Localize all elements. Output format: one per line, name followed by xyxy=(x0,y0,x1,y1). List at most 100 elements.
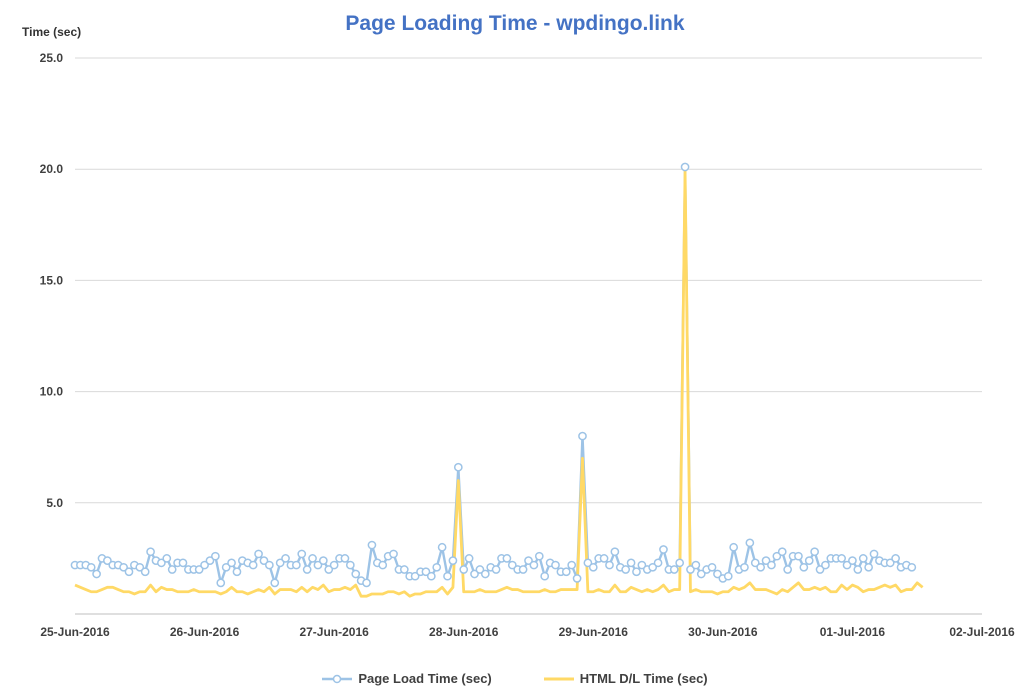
data-point-page-load xyxy=(583,558,593,568)
gridlines xyxy=(75,57,982,615)
data-point-page-load xyxy=(680,162,690,172)
data-point-page-load xyxy=(599,554,609,563)
data-point-page-load xyxy=(211,551,220,561)
data-point-page-load xyxy=(885,558,895,568)
x-tick-label: 26-Jun-2016 xyxy=(170,625,240,639)
data-point-page-load xyxy=(588,562,598,572)
data-point-page-load xyxy=(270,578,280,588)
data-point-page-load xyxy=(453,462,463,472)
data-point-page-load xyxy=(470,569,479,579)
data-point-page-load xyxy=(324,565,334,574)
data-point-page-load xyxy=(194,565,204,574)
legend-swatch-page-load xyxy=(322,674,353,683)
data-point-page-load xyxy=(610,547,620,557)
data-point-page-load xyxy=(567,560,577,570)
data-point-page-load xyxy=(869,549,879,559)
data-point-page-load xyxy=(86,562,96,572)
data-point-page-load xyxy=(756,562,765,572)
data-point-page-load xyxy=(340,554,350,563)
data-point-page-load xyxy=(804,556,814,565)
data-point-page-load xyxy=(659,545,668,554)
data-point-page-load xyxy=(313,560,323,570)
data-point-page-load xyxy=(103,556,112,565)
x-tick-label: 29-Jun-2016 xyxy=(559,625,629,639)
data-point-page-load xyxy=(232,567,242,577)
data-point-page-load xyxy=(853,565,863,574)
data-point-page-load xyxy=(507,560,517,570)
data-point-page-load xyxy=(318,556,328,565)
series-line-page-load xyxy=(75,165,913,585)
data-point-page-load xyxy=(821,560,830,570)
data-point-page-load xyxy=(686,565,695,574)
data-point-page-load xyxy=(205,556,215,565)
data-point-page-load xyxy=(308,554,317,563)
data-point-page-load xyxy=(135,562,145,572)
data-point-page-load xyxy=(626,558,636,568)
data-point-page-load xyxy=(292,560,301,570)
y-tick-label: 20.0 xyxy=(40,162,64,176)
data-point-page-load xyxy=(426,571,436,581)
data-point-page-load xyxy=(146,547,155,557)
data-point-page-load xyxy=(297,549,307,559)
data-point-page-load xyxy=(524,556,533,565)
data-point-page-load xyxy=(864,562,873,572)
data-point-page-load xyxy=(561,567,571,577)
legend-swatch-html-dl xyxy=(543,677,574,680)
data-point-page-load xyxy=(637,560,647,570)
data-point-page-load xyxy=(723,571,733,581)
data-point-page-load xyxy=(783,565,792,574)
data-point-page-load xyxy=(745,538,755,548)
data-point-page-load xyxy=(540,571,550,581)
data-point-page-load xyxy=(761,556,771,565)
data-point-page-load xyxy=(767,560,776,570)
legend: Page Load Time (sec) HTML D/L Time (sec) xyxy=(0,671,1030,686)
data-point-page-load xyxy=(740,562,749,572)
data-point-page-load xyxy=(848,556,857,565)
data-point-page-load xyxy=(221,562,231,572)
data-point-page-load xyxy=(345,560,355,570)
data-point-page-load xyxy=(421,567,431,577)
data-point-page-load xyxy=(907,562,917,572)
data-point-page-load xyxy=(367,540,377,550)
data-point-page-load xyxy=(157,558,166,568)
data-point-page-load xyxy=(248,560,258,570)
x-tick-label: 02-Jul-2016 xyxy=(949,625,1015,639)
data-point-page-load xyxy=(200,560,209,570)
x-tick-label: 01-Jul-2016 xyxy=(820,625,886,639)
data-point-page-load xyxy=(707,562,717,572)
data-point-page-load xyxy=(124,567,134,577)
data-point-page-load xyxy=(653,558,663,568)
data-point-page-load xyxy=(459,565,469,574)
legend-item-html-dl: HTML D/L Time (sec) xyxy=(543,671,708,686)
data-point-page-load xyxy=(675,558,685,568)
legend-item-page-load: Page Load Time (sec) xyxy=(322,671,492,686)
data-point-page-load xyxy=(167,565,177,574)
data-point-page-load xyxy=(891,554,900,563)
data-point-page-load xyxy=(178,558,188,568)
data-point-page-load xyxy=(858,554,868,563)
data-point-page-load xyxy=(799,562,809,572)
y-axis-title: Time (sec) xyxy=(22,25,82,39)
data-point-page-load xyxy=(216,578,226,588)
data-point-page-load xyxy=(621,565,631,574)
data-point-page-load xyxy=(437,542,447,552)
legend-label-page-load: Page Load Time (sec) xyxy=(358,671,492,686)
data-point-page-load xyxy=(815,565,825,574)
chart-title: Page Loading Time - wpdingo.link xyxy=(345,12,685,35)
data-point-page-load xyxy=(362,578,371,588)
data-point-page-load xyxy=(475,565,485,574)
data-point-page-load xyxy=(578,431,587,441)
series-layer xyxy=(70,162,924,598)
data-point-page-load xyxy=(448,556,458,565)
data-point-page-load xyxy=(443,571,452,581)
x-tick-labels: 25-Jun-2016 26-Jun-2016 27-Jun-2016 28-Jun-… xyxy=(40,625,1015,639)
data-point-page-load xyxy=(648,562,658,572)
data-point-page-load xyxy=(351,569,361,579)
data-point-page-load xyxy=(259,556,269,565)
data-point-page-load xyxy=(92,569,101,579)
data-point-page-load xyxy=(669,565,679,574)
data-point-page-load xyxy=(729,542,739,552)
legend-label-html-dl: HTML D/L Time (sec) xyxy=(579,671,708,686)
data-point-page-load xyxy=(837,554,846,563)
data-point-page-load xyxy=(432,562,442,572)
